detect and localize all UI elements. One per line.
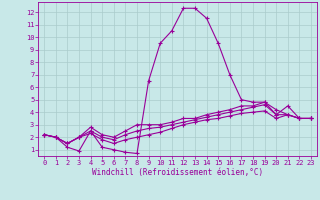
X-axis label: Windchill (Refroidissement éolien,°C): Windchill (Refroidissement éolien,°C) [92,168,263,177]
